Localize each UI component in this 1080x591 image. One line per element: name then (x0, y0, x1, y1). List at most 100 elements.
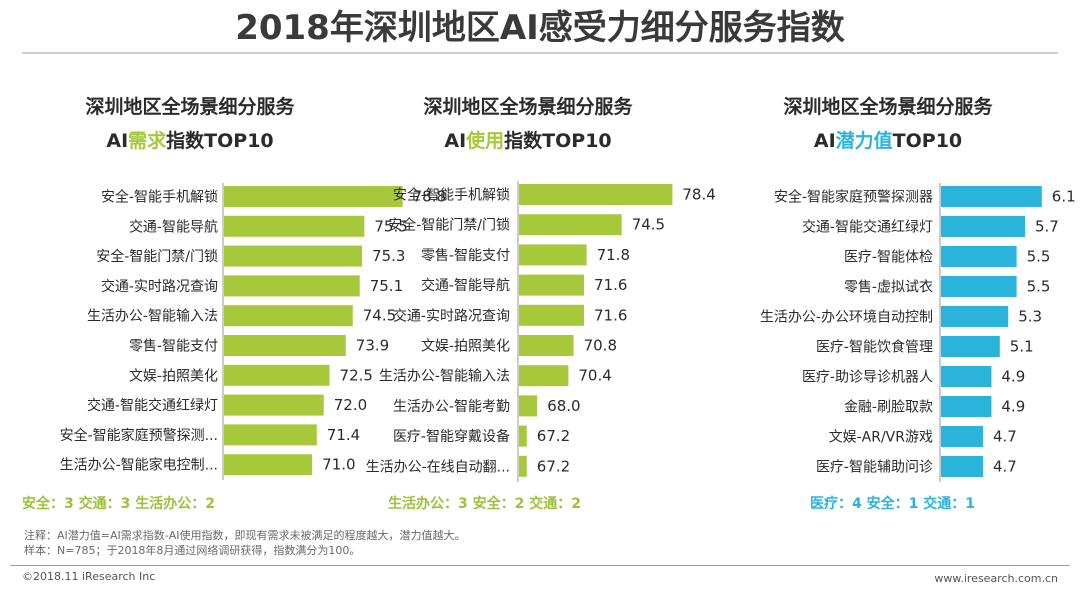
chart-3-bar (941, 456, 983, 477)
chart-2-title-suffix: 指数TOP10 (504, 130, 612, 152)
chart-3-bar (941, 186, 1042, 207)
chart-1-title-accent: 需求 (128, 130, 167, 152)
chart-3-bar (941, 426, 983, 447)
note-line-1: 注释：AI潜力值=AI需求指数-AI使用指数，即现有需求未被满足的程度越大，潜力… (24, 529, 466, 542)
chart-1-value-label: 75.3 (372, 247, 405, 265)
chart-1-summary: 安全：3 交通：3 生活办公：2 (22, 496, 215, 512)
copyright-text: ©2018.11 iResearch Inc (22, 570, 156, 583)
title-divider (22, 52, 1058, 54)
chart-1-category-label: 文娱-拍照美化 (129, 368, 218, 384)
chart-3-value-label: 5.1 (1010, 338, 1034, 356)
chart-2-summary: 生活办公：3 安全：2 交通：2 (388, 496, 581, 512)
chart-2-value-label: 70.4 (578, 367, 611, 385)
chart-2-value-label: 71.6 (594, 276, 627, 294)
footer-divider (10, 565, 1070, 566)
note-line-2: 样本：N=785；于2018年8月通过网络调研获得，指数满分为100。 (24, 544, 361, 557)
chart-3-value-label: 5.5 (1027, 278, 1051, 296)
chart-2-heading: 深圳地区全场景细分服务 AI使用指数TOP10 (378, 94, 678, 154)
chart-2-value-label: 74.5 (632, 216, 665, 234)
chart-1-title-line1: 深圳地区全场景细分服务 (85, 96, 295, 118)
chart-2-bar (519, 335, 574, 356)
chart-2-title-line2: AI使用指数TOP10 (378, 128, 678, 154)
chart-1-title-suffix: 指数TOP10 (166, 130, 274, 152)
chart-1-value-label: 71.0 (322, 456, 355, 474)
chart-1-category-label: 生活办公-智能输入法 (87, 309, 218, 325)
chart-1-category-label: 交通-智能导航 (129, 218, 218, 235)
chart-3-value-label: 5.5 (1027, 248, 1051, 266)
chart-1-category-label: 安全-智能家庭预警探测... (60, 427, 218, 444)
chart-2-value-label: 70.8 (584, 337, 617, 355)
chart-2-bar (519, 244, 587, 266)
chart-3-bar (941, 276, 1017, 297)
chart-2-category-label: 交通-实时路况查询 (393, 307, 510, 324)
chart-1-category-label: 生活办公-智能家电控制... (60, 457, 218, 474)
chart-1-value-label: 78.8 (413, 188, 446, 206)
chart-2-category-label: 医疗-智能穿戴设备 (393, 428, 510, 445)
chart-3-title-line1: 深圳地区全场景细分服务 (783, 96, 993, 118)
chart-1-category-label: 安全-智能门禁/门锁 (96, 248, 218, 265)
chart-3-title-accent: 潜力值 (835, 130, 893, 152)
chart-2-value-label: 67.2 (537, 457, 570, 475)
chart-3-value-label: 4.9 (1001, 398, 1025, 416)
chart-1-value-label: 71.4 (327, 426, 360, 444)
chart-2-value-label: 71.6 (594, 306, 627, 324)
chart-3-title-prefix: AI (813, 130, 836, 152)
chart-3-value-label: 5.3 (1018, 308, 1042, 326)
chart-3-bar (941, 306, 1009, 327)
chart-3-category-label: 零售-虚拟试衣 (844, 280, 933, 296)
chart-1-category-label: 安全-智能手机解锁 (101, 189, 218, 206)
chart-2: 安全-智能手机解锁 78.4 安全-智能门禁/门锁 74.5 零售-智能支付 71.8 交通… (366, 181, 716, 482)
chart-1-bar (224, 394, 324, 416)
chart-2-bar (519, 304, 584, 326)
notes: 注释：AI潜力值=AI需求指数-AI使用指数，即现有需求未被满足的程度越大，潜力… (24, 528, 466, 558)
chart-1-category-label: 交通-实时路况查询 (101, 278, 218, 295)
chart-2-bar (519, 395, 538, 417)
chart-3-bar (941, 396, 992, 417)
chart-1-title-prefix: AI (106, 130, 129, 152)
chart-3-title-line2: AI潜力值TOP10 (738, 128, 1038, 154)
chart-2-category-label: 生活办公-智能输入法 (379, 369, 510, 385)
chart-1-bar (224, 454, 313, 476)
chart-3-bar (941, 336, 1000, 357)
chart-1-value-label: 75.5 (374, 217, 407, 235)
chart-3-category-label: 安全-智能家庭预警探测器 (774, 189, 933, 206)
chart-3-bar (941, 246, 1017, 267)
chart-3: 安全-智能家庭预警探测器 6.1 交通-智能交通红绿灯 5.7 医疗-智能体检 5.5 零售… (760, 183, 1076, 482)
chart-2-category-label: 交通-智能导航 (421, 277, 510, 294)
chart-1-bar (224, 245, 363, 267)
chart-3-category-label: 文娱-AR/VR游戏 (829, 430, 933, 446)
chart-2-bar (519, 214, 622, 236)
chart-1-category-label: 零售-智能支付 (129, 339, 218, 355)
chart-2-category-label: 安全-智能门禁/门锁 (388, 217, 510, 234)
chart-3-value-label: 4.7 (993, 428, 1017, 446)
chart-1-value-label: 72.5 (340, 366, 373, 384)
chart-1-value-label: 73.9 (356, 337, 389, 355)
chart-3-category-label: 医疗-智能体检 (844, 250, 933, 266)
chart-1-bar (224, 305, 353, 327)
chart-1-bar (224, 335, 346, 356)
chart-3-category-label: 医疗-助诊导诊机器人 (802, 370, 933, 386)
chart-3-bar (941, 366, 992, 387)
chart-3-category-label: 医疗-智能饮食管理 (816, 339, 933, 356)
chart-2-category-label: 生活办公-智能考勤 (393, 399, 510, 415)
chart-1-category-label: 交通-智能交通红绿灯 (87, 397, 218, 414)
chart-3-value-label: 6.1 (1052, 188, 1076, 206)
chart-2-bar (519, 184, 673, 205)
chart-1-value-label: 75.1 (370, 277, 403, 295)
chart-1-title-line2: AI需求指数TOP10 (40, 128, 340, 154)
chart-2-category-label: 文娱-拍照美化 (421, 339, 510, 355)
chart-3-summary: 医疗：4 安全：1 交通：1 (810, 496, 975, 512)
chart-2-value-label: 67.2 (537, 427, 570, 445)
chart-3-category-label: 金融-刷脸取款 (844, 400, 933, 416)
chart-2-value-label: 71.8 (597, 246, 630, 264)
chart-1-bar (224, 275, 360, 297)
chart-3-bar (941, 216, 1025, 237)
chart-2-bar (519, 365, 569, 387)
chart-2-category-label: 生活办公-在线自动翻... (366, 459, 510, 475)
chart-2-category-label: 零售-智能支付 (421, 248, 510, 264)
chart-1-bar (224, 215, 365, 237)
chart-2-title-line1: 深圳地区全场景细分服务 (423, 96, 633, 118)
chart-3-category-label: 医疗-智能辅助问诊 (816, 460, 933, 476)
chart-3-heading: 深圳地区全场景细分服务 AI潜力值TOP10 (738, 94, 1038, 154)
chart-2-value-label: 68.0 (547, 397, 580, 415)
